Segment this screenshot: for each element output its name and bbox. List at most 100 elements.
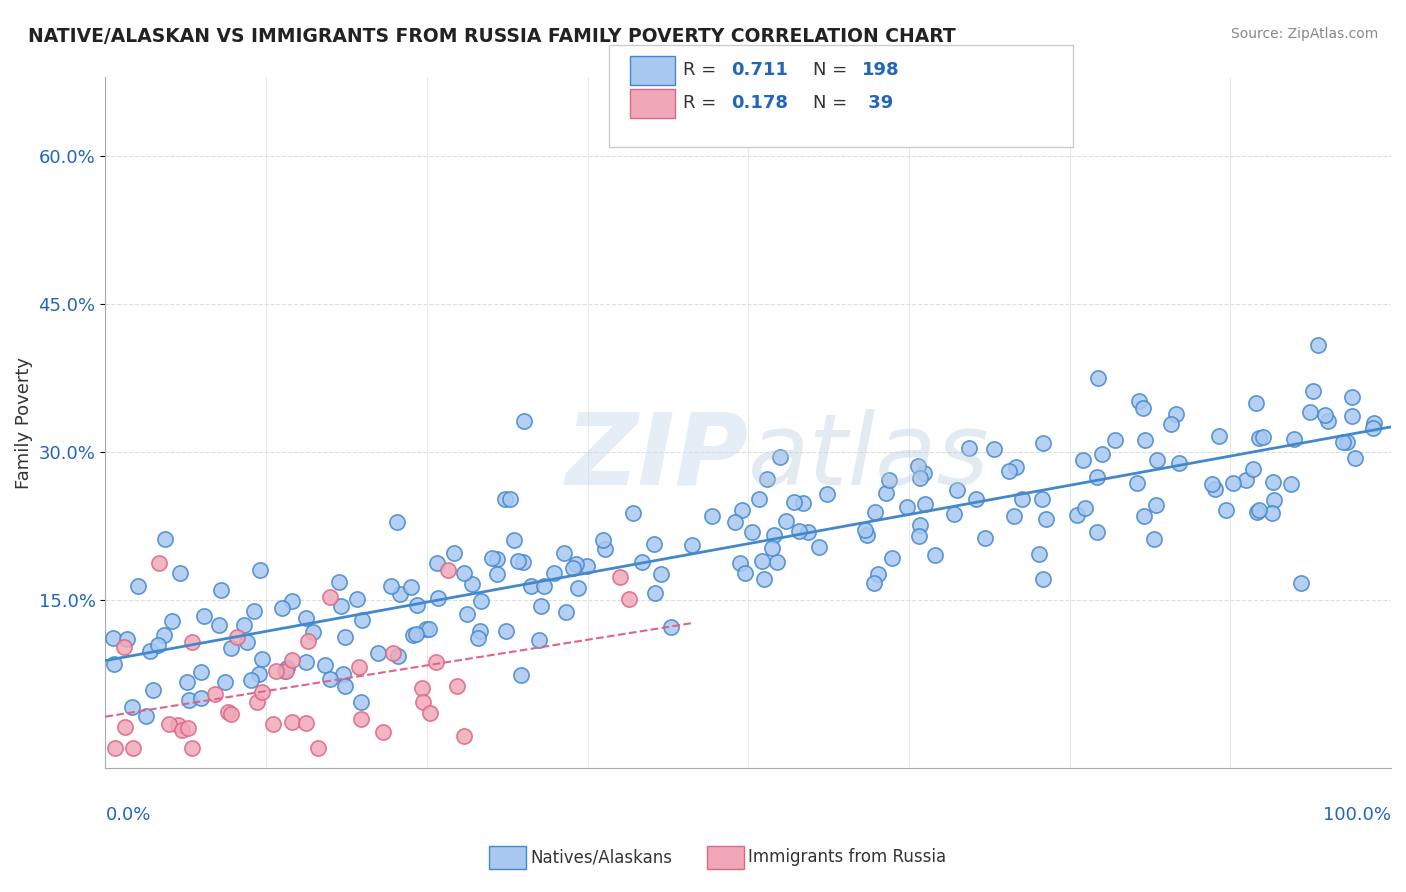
Point [1251,430,1274,444]
Point [1261,506,1284,520]
Point [966,491,988,506]
Point [467,632,489,646]
Point [318,590,340,604]
Point [1125,475,1147,490]
Point [114,720,136,734]
Text: R =: R = [683,95,723,112]
Point [405,627,427,641]
Point [281,714,304,729]
Text: 0.0%: 0.0% [105,805,150,823]
Point [875,485,897,500]
Point [318,673,340,687]
Point [575,559,598,574]
Point [567,582,589,596]
Point [1004,459,1026,474]
Point [621,506,644,520]
Point [314,657,336,672]
Point [912,466,935,480]
Point [880,550,903,565]
Point [247,667,270,681]
Point [427,591,450,605]
Point [1315,408,1337,422]
Point [907,458,929,473]
Point [509,668,531,682]
Point [1247,503,1270,517]
Point [271,601,294,615]
Text: R =: R = [683,62,723,79]
Point [593,541,616,556]
Text: Immigrants from Russia: Immigrants from Russia [748,848,946,866]
Point [1246,505,1268,519]
Text: N =: N = [813,95,852,112]
Point [974,531,997,545]
Point [998,464,1021,478]
Point [1168,456,1191,470]
Point [946,483,969,497]
Point [592,533,614,547]
Point [506,553,529,567]
Point [856,528,879,542]
Point [176,675,198,690]
Point [728,556,751,570]
Point [853,523,876,537]
Point [138,644,160,658]
Point [470,594,492,608]
Point [769,450,792,465]
Point [330,599,353,613]
Point [494,492,516,507]
Point [280,594,302,608]
Point [766,555,789,569]
Point [1362,417,1385,431]
Point [942,507,965,521]
Point [609,570,631,584]
Point [169,566,191,581]
Point [1146,452,1168,467]
Point [274,664,297,678]
Point [190,665,212,679]
Point [644,585,666,599]
Point [908,470,931,484]
Point [1201,477,1223,491]
Point [752,572,775,586]
Point [380,579,402,593]
Point [659,620,682,634]
Point [190,691,212,706]
Point [350,712,373,726]
Point [702,508,724,523]
Point [1241,462,1264,476]
Point [1031,492,1053,507]
Point [1336,434,1358,449]
Point [1143,533,1166,547]
Point [1302,384,1324,399]
Point [724,516,747,530]
Point [761,541,783,556]
Point [219,641,242,656]
Point [1160,417,1182,431]
Point [332,666,354,681]
Point [617,592,640,607]
Point [529,633,551,648]
Point [1128,393,1150,408]
Point [226,631,249,645]
Point [177,721,200,735]
Point [863,575,886,590]
Point [412,695,434,709]
Point [352,613,374,627]
Point [350,695,373,709]
Point [142,683,165,698]
Point [115,632,138,646]
Point [385,515,408,529]
Point [783,495,806,509]
Point [787,524,810,538]
Point [240,673,263,688]
Point [264,665,287,679]
Point [148,556,170,570]
Point [211,582,233,597]
Point [1306,337,1329,351]
Point [443,546,465,560]
Point [152,628,174,642]
Text: atlas: atlas [748,409,990,506]
Point [681,538,703,552]
Point [485,566,508,581]
Point [863,505,886,519]
